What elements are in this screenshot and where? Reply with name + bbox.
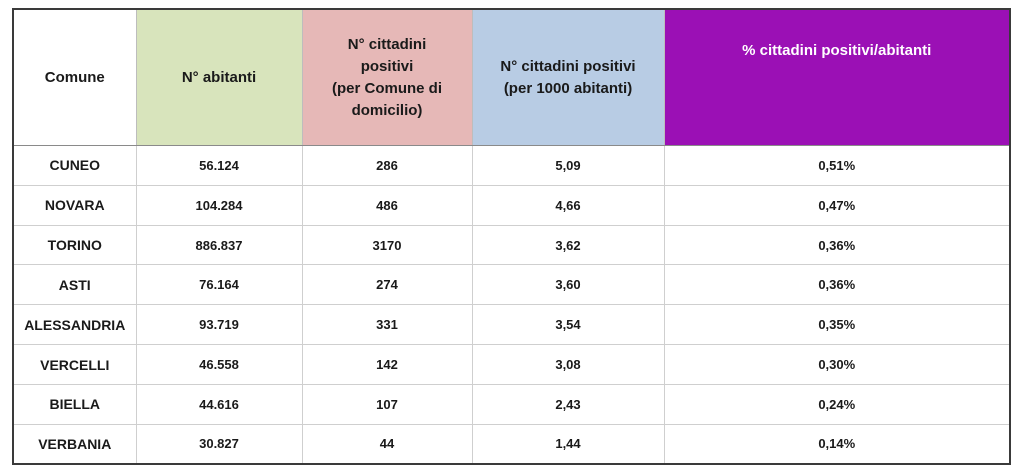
cell-percentuale: 0,51% bbox=[664, 145, 1009, 186]
table-body: CUNEO 56.124 286 5,09 0,51% NOVARA 104.2… bbox=[14, 145, 1009, 463]
header-per1000: N° cittadini positivi (per 1000 abitanti… bbox=[472, 10, 665, 146]
cell-positivi: 286 bbox=[302, 145, 473, 186]
header-positivi: N° cittadini positivi (per Comune di dom… bbox=[302, 10, 473, 146]
cell-positivi: 331 bbox=[302, 304, 473, 346]
header-positivi-line4: domicilio) bbox=[351, 101, 423, 119]
header-per1000-line2: (per 1000 abitanti) bbox=[503, 79, 633, 97]
cell-positivi: 44 bbox=[302, 424, 473, 463]
cell-percentuale: 0,30% bbox=[664, 344, 1009, 385]
cell-abitanti: 76.164 bbox=[136, 264, 303, 306]
cell-abitanti: 46.558 bbox=[136, 344, 303, 385]
cell-abitanti: 93.719 bbox=[136, 304, 303, 346]
cell-positivi: 107 bbox=[302, 384, 473, 425]
table-row: ASTI 76.164 274 3,60 0,36% bbox=[14, 264, 1009, 306]
cell-positivi: 3170 bbox=[302, 225, 473, 266]
cell-percentuale: 0,47% bbox=[664, 185, 1009, 226]
cell-per1000: 5,09 bbox=[472, 145, 665, 186]
cell-positivi: 274 bbox=[302, 264, 473, 306]
cell-percentuale: 0,24% bbox=[664, 384, 1009, 425]
cell-percentuale: 0,14% bbox=[818, 436, 856, 452]
cell-comune: VERCELLI bbox=[14, 344, 137, 385]
cell-abitanti: 104.284 bbox=[136, 185, 303, 226]
table-row: BIELLA 44.616 107 2,43 0,24% bbox=[14, 384, 1009, 425]
header-comune-label: Comune bbox=[44, 68, 105, 86]
cell-per1000: 1,44 bbox=[472, 424, 665, 463]
cell-per1000: 3,54 bbox=[472, 304, 665, 346]
cell-percentuale: 0,36% bbox=[664, 264, 1009, 306]
cell-abitanti: 30.827 bbox=[136, 424, 303, 463]
header-positivi-line1: N° cittadini bbox=[347, 35, 427, 53]
cell-positivi: 142 bbox=[302, 344, 473, 385]
table-row: CUNEO 56.124 286 5,09 0,51% bbox=[14, 145, 1009, 186]
cell-per1000: 3,62 bbox=[472, 225, 665, 266]
header-comune: Comune bbox=[14, 10, 137, 146]
cell-comune: ASTI bbox=[14, 264, 137, 306]
table-row: VERCELLI 46.558 142 3,08 0,30% bbox=[14, 344, 1009, 385]
cell-per1000: 3,60 bbox=[472, 264, 665, 306]
cell-comune: VERBANIA bbox=[14, 424, 137, 463]
cell-abitanti: 886.837 bbox=[136, 225, 303, 266]
cell-abitanti: 44.616 bbox=[136, 384, 303, 425]
data-table-container: Comune N° abitanti N° cittadini positivi… bbox=[12, 8, 1011, 465]
cell-abitanti: 56.124 bbox=[136, 145, 303, 186]
header-positivi-line3: (per Comune di bbox=[331, 79, 442, 97]
cell-percentuale: 0,35% bbox=[664, 304, 1009, 346]
header-percentuale-label: % cittadini positivi/abitanti bbox=[742, 42, 932, 59]
header-positivi-line2: positivi bbox=[360, 57, 414, 75]
cell-comune: NOVARA bbox=[14, 185, 137, 226]
table-row: TORINO 886.837 3170 3,62 0,36% bbox=[14, 225, 1009, 266]
header-per1000-line1: N° cittadini positivi bbox=[500, 57, 636, 75]
header-abitanti-label: N° abitanti bbox=[181, 68, 257, 86]
header-percentuale: % cittadini positivi/abitanti bbox=[664, 10, 1009, 146]
cell-comune: ALESSANDRIA bbox=[14, 304, 137, 346]
cell-per1000: 3,08 bbox=[472, 344, 665, 385]
table-row: NOVARA 104.284 486 4,66 0,47% bbox=[14, 185, 1009, 226]
cell-per1000: 4,66 bbox=[472, 185, 665, 226]
header-abitanti: N° abitanti bbox=[136, 10, 303, 146]
table-row: VERBANIA 30.827 44 1,44 0,14% bbox=[14, 424, 1009, 463]
cell-comune: CUNEO bbox=[14, 145, 137, 186]
cell-per1000: 2,43 bbox=[472, 384, 665, 425]
cell-comune: TORINO bbox=[14, 225, 137, 266]
data-table: Comune N° abitanti N° cittadini positivi… bbox=[14, 10, 1009, 463]
table-row: ALESSANDRIA 93.719 331 3,54 0,35% bbox=[14, 304, 1009, 346]
cell-positivi: 486 bbox=[302, 185, 473, 226]
cell-percentuale: 0,36% bbox=[664, 225, 1009, 266]
cell-comune: BIELLA bbox=[14, 384, 137, 425]
header-row: Comune N° abitanti N° cittadini positivi… bbox=[14, 10, 1009, 146]
